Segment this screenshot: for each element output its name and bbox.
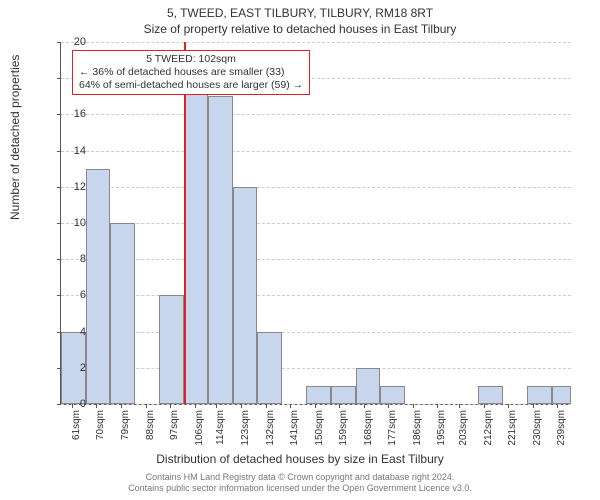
ytick-label: 0 bbox=[80, 398, 86, 410]
xtick-mark bbox=[170, 404, 171, 408]
xtick-mark bbox=[290, 404, 291, 408]
xtick-label: 150sqm bbox=[314, 410, 325, 450]
xtick-label: 106sqm bbox=[194, 410, 205, 450]
histogram-bar bbox=[233, 187, 258, 404]
xtick-mark bbox=[315, 404, 316, 408]
xtick-label: 195sqm bbox=[436, 410, 447, 450]
xtick-mark bbox=[241, 404, 242, 408]
xtick-label: 79sqm bbox=[120, 410, 131, 450]
histogram-bar bbox=[86, 169, 111, 404]
xtick-label: 159sqm bbox=[338, 410, 349, 450]
footer-line2: Contains public sector information licen… bbox=[0, 483, 600, 494]
xtick-label: 239sqm bbox=[556, 410, 567, 450]
xtick-label: 221sqm bbox=[507, 410, 518, 450]
footer-attribution: Contains HM Land Registry data © Crown c… bbox=[0, 472, 600, 495]
annotation-line1: 5 TWEED: 102sqm bbox=[79, 53, 303, 66]
ytick-label: 2 bbox=[80, 362, 86, 374]
gridline bbox=[61, 151, 571, 152]
xtick-label: 203sqm bbox=[458, 410, 469, 450]
gridline bbox=[61, 114, 571, 115]
ytick-mark bbox=[57, 404, 61, 405]
xtick-mark bbox=[96, 404, 97, 408]
xtick-mark bbox=[484, 404, 485, 408]
ytick-mark bbox=[57, 114, 61, 115]
xtick-label: 88sqm bbox=[145, 410, 156, 450]
histogram-bar bbox=[110, 223, 135, 404]
histogram-bar bbox=[380, 386, 405, 404]
ytick-label: 12 bbox=[74, 181, 86, 193]
xtick-mark bbox=[121, 404, 122, 408]
xtick-mark bbox=[413, 404, 414, 408]
histogram-bar bbox=[478, 386, 503, 404]
gridline bbox=[61, 42, 571, 43]
xtick-mark bbox=[557, 404, 558, 408]
y-axis-label: Number of detached properties bbox=[8, 55, 22, 220]
histogram-bar bbox=[527, 386, 552, 404]
xtick-mark bbox=[195, 404, 196, 408]
xtick-mark bbox=[146, 404, 147, 408]
chart-title-line2: Size of property relative to detached ho… bbox=[0, 20, 600, 36]
xtick-mark bbox=[533, 404, 534, 408]
xtick-mark bbox=[339, 404, 340, 408]
xtick-label: 70sqm bbox=[95, 410, 106, 450]
histogram-bar bbox=[159, 295, 184, 404]
ytick-mark bbox=[57, 223, 61, 224]
xtick-label: 114sqm bbox=[215, 410, 226, 450]
xtick-label: 230sqm bbox=[532, 410, 543, 450]
histogram-bar bbox=[552, 386, 571, 404]
histogram-bar bbox=[356, 368, 381, 404]
chart-plot-area bbox=[60, 42, 571, 405]
xtick-label: 123sqm bbox=[240, 410, 251, 450]
gridline bbox=[61, 404, 571, 405]
ytick-label: 14 bbox=[74, 145, 86, 157]
histogram-bar bbox=[331, 386, 356, 404]
xtick-mark bbox=[437, 404, 438, 408]
ytick-label: 10 bbox=[74, 217, 86, 229]
footer-line1: Contains HM Land Registry data © Crown c… bbox=[0, 472, 600, 483]
xtick-label: 132sqm bbox=[265, 410, 276, 450]
xtick-label: 212sqm bbox=[483, 410, 494, 450]
xtick-mark bbox=[72, 404, 73, 408]
gridline bbox=[61, 295, 571, 296]
xtick-label: 186sqm bbox=[412, 410, 423, 450]
ytick-label: 4 bbox=[80, 326, 86, 338]
gridline bbox=[61, 259, 571, 260]
ytick-mark bbox=[57, 151, 61, 152]
annotation-line2: ← 36% of detached houses are smaller (33… bbox=[79, 66, 303, 79]
ytick-mark bbox=[57, 187, 61, 188]
histogram-bar bbox=[306, 386, 331, 404]
ytick-mark bbox=[57, 42, 61, 43]
gridline bbox=[61, 187, 571, 188]
x-axis-label: Distribution of detached houses by size … bbox=[0, 452, 600, 466]
chart-title-line1: 5, TWEED, EAST TILBURY, TILBURY, RM18 8R… bbox=[0, 0, 600, 20]
ytick-label: 6 bbox=[80, 289, 86, 301]
annotation-line3: 64% of semi-detached houses are larger (… bbox=[79, 79, 303, 92]
xtick-mark bbox=[508, 404, 509, 408]
annotation-box: 5 TWEED: 102sqm← 36% of detached houses … bbox=[72, 50, 310, 95]
xtick-label: 168sqm bbox=[363, 410, 374, 450]
xtick-mark bbox=[216, 404, 217, 408]
histogram-bar bbox=[208, 96, 233, 404]
gridline bbox=[61, 332, 571, 333]
xtick-mark bbox=[459, 404, 460, 408]
ytick-mark bbox=[57, 295, 61, 296]
gridline bbox=[61, 368, 571, 369]
xtick-mark bbox=[364, 404, 365, 408]
xtick-mark bbox=[266, 404, 267, 408]
ytick-label: 8 bbox=[80, 253, 86, 265]
xtick-label: 61sqm bbox=[71, 410, 82, 450]
xtick-label: 141sqm bbox=[289, 410, 300, 450]
ytick-label: 16 bbox=[74, 108, 86, 120]
histogram-bar bbox=[184, 78, 209, 404]
property-marker-line bbox=[184, 42, 186, 404]
ytick-label: 20 bbox=[74, 36, 86, 48]
xtick-mark bbox=[388, 404, 389, 408]
xtick-label: 177sqm bbox=[387, 410, 398, 450]
histogram-bar bbox=[257, 332, 282, 404]
ytick-mark bbox=[57, 259, 61, 260]
xtick-label: 97sqm bbox=[169, 410, 180, 450]
ytick-mark bbox=[57, 78, 61, 79]
gridline bbox=[61, 223, 571, 224]
